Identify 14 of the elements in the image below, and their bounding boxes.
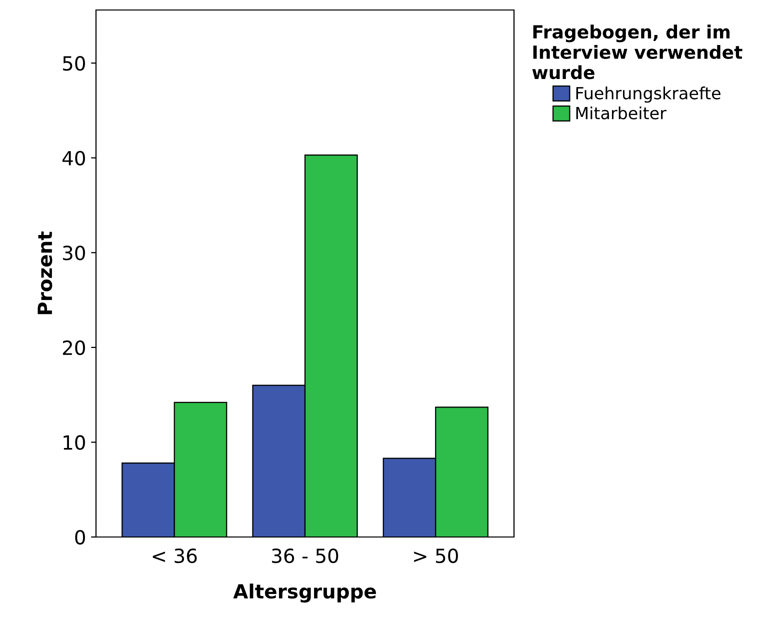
y-tick-label: 20 [62,340,85,356]
x-tick-label: > 50 [414,548,458,564]
y-tick-label: 0 [75,530,85,545]
y-tick-label: 30 [63,246,85,260]
y-tick-label: 50 [63,56,85,71]
y-axis-title: Prozent [38,232,52,314]
y-tick-label: 10 [64,435,85,450]
x-tick-label: 36 - 50 [272,548,338,564]
y-tick-label: 40 [62,150,85,166]
legend-label: Fuehrungskraefte [576,86,720,103]
legend-label: Mitarbeiter [576,106,666,120]
x-axis-title: Altersgruppe [233,584,376,603]
x-tick-label: < 36 [152,548,197,564]
legend-title: Fragebogen, der im Interview verwendet wurde [532,24,742,80]
